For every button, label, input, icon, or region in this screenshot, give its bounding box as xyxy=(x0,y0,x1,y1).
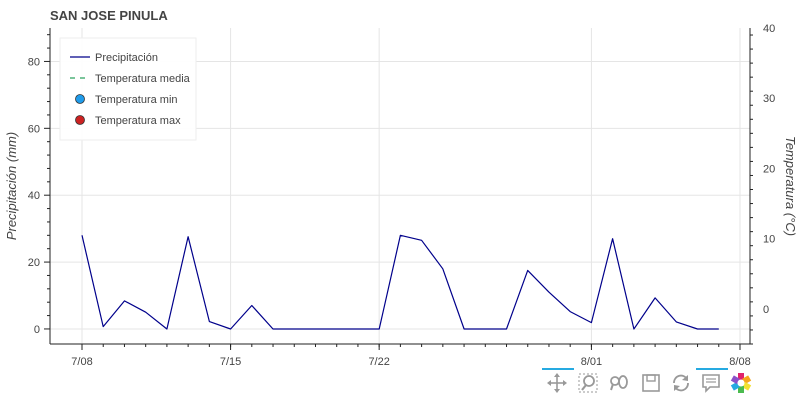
y-tick-label: 20 xyxy=(28,257,40,269)
bokeh-logo-icon xyxy=(730,373,752,393)
box-zoom-tool[interactable] xyxy=(577,372,599,394)
reset-tool[interactable] xyxy=(670,372,692,394)
x-tick-label: 8/01 xyxy=(581,356,602,368)
box-zoom-icon xyxy=(578,373,598,393)
y2-tick-label: 30 xyxy=(763,93,775,105)
pan-tool[interactable] xyxy=(542,368,574,394)
precipitation-line xyxy=(81,234,719,330)
y-tick-label: 40 xyxy=(28,190,40,202)
legend-label: Temperatura max xyxy=(95,115,181,127)
x-tick-label: 8/08 xyxy=(729,356,750,368)
y2-tick-label: 0 xyxy=(763,304,769,316)
plot-svg: SAN JOSE PINULA 0 20 40 60 80 0 10 20 30 40 7/08 7/… xyxy=(4,8,798,368)
hover-tool[interactable] xyxy=(696,368,728,394)
axes: 0 20 40 60 80 0 10 20 30 40 7/08 7/15 7/22 8/01 8/08 xyxy=(28,23,776,368)
legend-label: Temperatura media xyxy=(95,73,191,85)
legend-label: Precipitación xyxy=(95,52,158,64)
save-icon xyxy=(642,374,660,392)
legend-label: Temperatura min xyxy=(95,94,178,106)
x-tick-label: 7/22 xyxy=(368,356,389,368)
y2-tick-label: 20 xyxy=(763,163,775,175)
toolbar xyxy=(540,368,760,400)
reset-icon xyxy=(673,374,689,392)
save-tool[interactable] xyxy=(640,372,662,394)
chart-title: SAN JOSE PINULA xyxy=(50,8,168,23)
move-arrows-icon xyxy=(547,373,567,393)
y-tick-label: 80 xyxy=(28,56,40,68)
wheel-zoom-icon xyxy=(610,375,628,391)
wheel-zoom-tool[interactable] xyxy=(608,372,630,394)
y2-tick-label: 40 xyxy=(763,23,775,35)
y-tick-label: 0 xyxy=(34,324,40,336)
bokeh-logo[interactable] xyxy=(730,372,752,394)
legend-swatch-circle xyxy=(75,115,85,125)
x-tick-label: 7/15 xyxy=(220,356,241,368)
hover-tooltip-icon xyxy=(702,374,720,393)
x-tick-label: 7/08 xyxy=(71,356,92,368)
y2-tick-label: 10 xyxy=(763,234,775,246)
legend-swatch-circle xyxy=(75,94,85,104)
y2-axis-label: Temperatura (°C) xyxy=(783,136,798,236)
y-axis-label: Precipitación (mm) xyxy=(4,132,19,240)
y-tick-label: 60 xyxy=(28,123,40,135)
legend: Precipitación Temperatura media Temperatur… xyxy=(59,37,197,141)
series-layer xyxy=(81,234,719,330)
